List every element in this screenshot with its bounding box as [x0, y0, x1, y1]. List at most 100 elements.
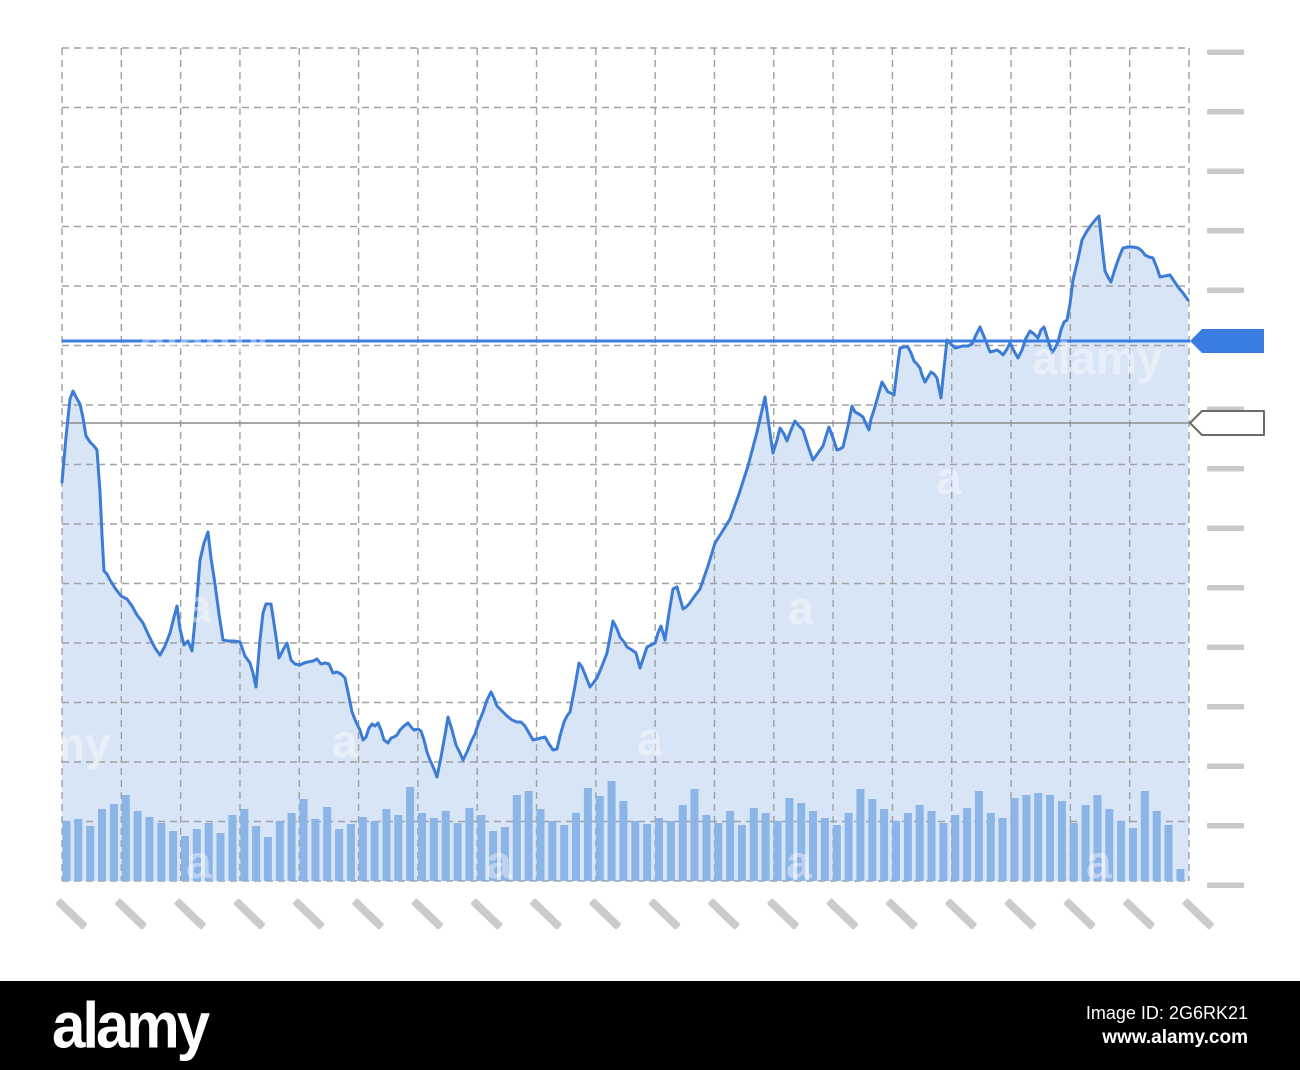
price-line — [60, 214, 1190, 779]
alamy-watermark: alamy — [0, 718, 111, 770]
volume-bar — [892, 821, 900, 881]
volume-bar — [880, 809, 889, 881]
alamy-watermark: a — [1086, 836, 1112, 888]
volume-bar — [809, 811, 817, 881]
volume-bar — [903, 813, 912, 881]
volume-bar — [86, 826, 95, 881]
watermarks: alamy alamy alamy a a a a a a a a a — [0, 310, 1163, 888]
volume-bar — [429, 818, 438, 881]
volume-bar — [109, 804, 118, 881]
volume-bar — [204, 823, 213, 881]
x-axis-tick-placeholder — [826, 898, 859, 930]
volume-bar — [477, 815, 486, 881]
volume-bar — [1046, 795, 1054, 881]
volume-bar — [358, 817, 367, 881]
alamy-watermark: a — [936, 452, 962, 504]
volume-bar — [1022, 795, 1031, 881]
volume-bar — [299, 799, 308, 881]
volume-bar — [1152, 811, 1161, 881]
volume-bar — [915, 805, 924, 881]
volume-bar — [1034, 793, 1043, 881]
volume-bar — [714, 823, 723, 881]
alamy-watermark: alamy — [140, 310, 271, 362]
volume-bar — [157, 823, 166, 881]
volume-bar — [181, 836, 189, 881]
alamy-watermark: a — [786, 836, 812, 888]
volume-bar — [856, 789, 865, 881]
x-axis-tick-placeholder — [886, 898, 918, 930]
stock-chart-canvas: alamy alamy alamy a a a a a a a a a — [0, 47, 1265, 930]
volume-bar — [560, 825, 569, 881]
y-axis-tick-placeholder — [1207, 763, 1244, 769]
volume-bar — [1081, 805, 1090, 881]
volume-bar — [453, 823, 462, 881]
x-axis-tick-placeholder — [648, 898, 681, 930]
volume-bar — [1057, 801, 1066, 881]
volume-bar — [974, 791, 983, 881]
volume-bar — [62, 821, 71, 881]
volume-bar — [726, 811, 735, 881]
y-axis-tick-placeholder — [1207, 109, 1244, 115]
volume-bar — [1129, 828, 1137, 881]
volume-bar — [370, 821, 379, 881]
x-axis-tick-placeholder — [411, 898, 443, 930]
volume-bar — [1093, 795, 1102, 881]
volume-bar — [820, 818, 829, 881]
x-axis-tick-placeholder — [115, 898, 147, 930]
alamy-watermark: a — [186, 580, 212, 632]
x-axis-tick-placeholder — [1123, 898, 1155, 930]
volume-bar — [1117, 821, 1126, 881]
alamy-watermark: a — [637, 713, 663, 765]
y-axis-tick-placeholder — [1207, 882, 1244, 888]
volume-bar — [678, 805, 687, 881]
right-axis-ticks — [1207, 49, 1244, 888]
volume-bar — [418, 813, 426, 881]
volume-bar — [74, 819, 83, 881]
alamy-watermark: a — [486, 836, 512, 888]
volume-bar — [489, 831, 498, 881]
volume-bar — [465, 808, 474, 881]
price-area-fill — [62, 216, 1189, 881]
x-axis-tick-placeholder — [767, 898, 799, 930]
volume-bar — [252, 826, 261, 881]
volume-bar — [631, 821, 640, 881]
volume-bar — [441, 811, 450, 881]
y-axis-tick-placeholder — [1207, 49, 1244, 55]
volume-bar — [228, 815, 237, 881]
volume-bar — [572, 813, 580, 881]
volume-bar — [986, 813, 995, 881]
y-axis-tick-placeholder — [1207, 228, 1244, 234]
volume-bar — [524, 791, 533, 881]
image-id-text: Image ID: 2G6RK21 — [1085, 1002, 1248, 1023]
y-axis-tick-placeholder — [1207, 525, 1244, 531]
volume-bar — [512, 795, 521, 881]
volume-bar — [963, 808, 972, 881]
x-axis-tick-placeholder — [233, 898, 266, 930]
volume-bar — [1140, 791, 1149, 881]
volume-bar — [643, 824, 652, 881]
y-axis-tick-placeholder — [1207, 466, 1244, 472]
volume-bar — [536, 809, 545, 881]
previous-price-tag — [1189, 410, 1265, 436]
alamy-website-url: www.alamy.com — [1102, 1026, 1248, 1048]
volume-bar — [1164, 825, 1173, 881]
volume-bar — [335, 829, 344, 881]
volume-bar — [1010, 798, 1019, 881]
x-axis-tick-placeholder — [1004, 898, 1036, 930]
volume-bar — [1176, 869, 1185, 881]
x-axis-tick-placeholder — [530, 898, 562, 930]
volume-bar — [394, 815, 403, 881]
volume-bar — [702, 815, 711, 881]
y-axis-tick-placeholder — [1207, 704, 1244, 710]
y-axis-tick-placeholder — [1207, 287, 1244, 293]
alamy-watermark: a — [332, 715, 358, 767]
volume-bar — [263, 837, 272, 881]
volume-bar — [773, 821, 782, 881]
x-axis-ticks — [55, 898, 1214, 930]
y-axis-tick-placeholder — [1207, 823, 1244, 829]
volume-bar — [844, 813, 853, 881]
volume-bar — [287, 813, 296, 881]
alamy-watermark: a — [186, 836, 212, 888]
volume-bars — [62, 781, 1185, 881]
volume-bar — [98, 809, 106, 881]
